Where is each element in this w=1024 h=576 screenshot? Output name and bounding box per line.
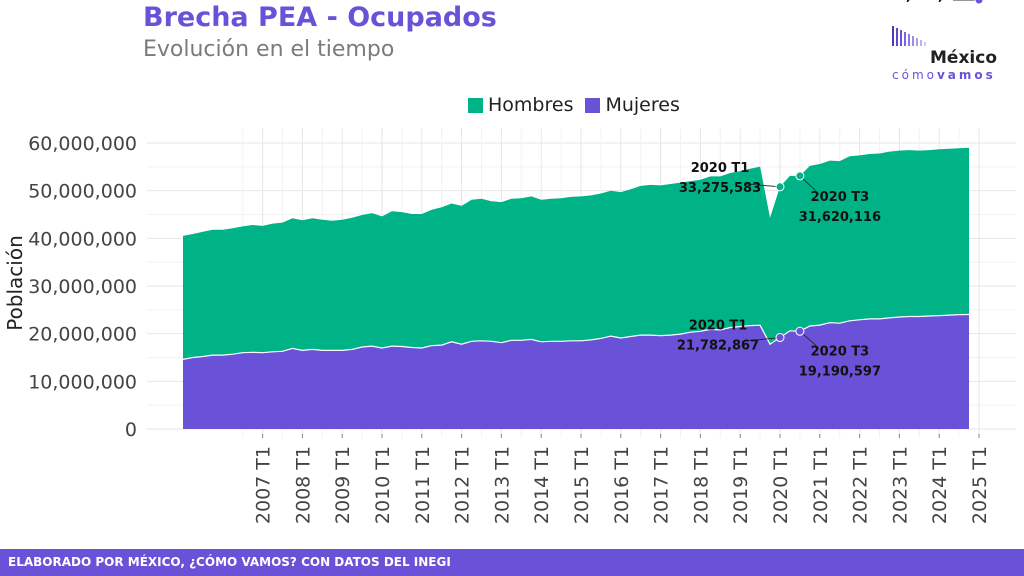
line-mujeres (182, 313, 970, 360)
logo-text-mexico: México (930, 48, 997, 68)
annotation-point (775, 333, 785, 343)
annotation-period: 2020 T1 (689, 319, 748, 334)
chart-title: Brecha PEA - Ocupados (143, 2, 497, 33)
x-tick-label: 2010 T1 (372, 446, 394, 524)
x-tick-label: 2008 T1 (292, 446, 314, 524)
annotation-point (974, 0, 984, 5)
annotation-point (795, 326, 805, 336)
annotation-leader (743, 183, 781, 188)
annotation-leader (741, 337, 781, 342)
y-tick-label: 20,000,000 (28, 324, 137, 346)
logo-text-como-vamos: cómovamos (892, 68, 996, 82)
chart-legend: Hombres Mujeres (468, 92, 686, 118)
x-tick-label: 2019 T1 (730, 446, 752, 524)
annotation-period: 2025 T1 (900, 0, 959, 4)
mexico-como-vamos-logo: México cómovamos (892, 24, 1002, 84)
x-tick-label: 2009 T1 (332, 446, 354, 524)
x-tick-label: 2015 T1 (571, 446, 593, 524)
y-axis-label: Población (3, 235, 27, 331)
legend-swatch-mujeres (585, 97, 601, 113)
x-tick-label: 2025 T1 (969, 446, 991, 524)
legend-swatch-hombres (468, 97, 483, 113)
y-tick-label: 40,000,000 (28, 228, 137, 250)
y-tick-label: 60,000,000 (28, 133, 137, 155)
annotation-value: 24,024,874 (888, 0, 970, 4)
x-tick-label: 2016 T1 (611, 446, 633, 524)
annotation-value: 34,976,135 (888, 0, 970, 4)
x-tick-label: 2017 T1 (651, 446, 673, 524)
legend-item-hombres: Hombres (468, 94, 573, 116)
annotation-period: 2020 T3 (811, 344, 870, 359)
x-tick-label: 2018 T1 (690, 446, 712, 524)
x-tick-label: 2022 T1 (850, 446, 872, 524)
y-tick-label: 50,000,000 (28, 181, 137, 203)
area-hombres (183, 147, 969, 360)
annotation-period: 2020 T1 (691, 161, 750, 176)
x-tick-label: 2011 T1 (412, 446, 434, 524)
chart-subtitle: Evolución en el tiempo (143, 37, 395, 62)
annotation-point (775, 182, 785, 192)
legend-label-mujeres: Mujeres (605, 94, 680, 116)
x-tick-label: 2020 T1 (770, 446, 792, 524)
x-tick-label: 2014 T1 (531, 446, 553, 524)
bars-icon (892, 26, 926, 46)
x-tick-label: 2007 T1 (253, 446, 275, 524)
footer-credit: ELABORADO POR MÉXICO, ¿CÓMO VAMOS? CON D… (8, 555, 451, 569)
annotation-value: 33,275,583 (679, 181, 761, 196)
y-tick-label: 30,000,000 (28, 276, 137, 298)
x-tick-label: 2023 T1 (889, 446, 911, 524)
footer-bar: ELABORADO POR MÉXICO, ¿CÓMO VAMOS? CON D… (0, 549, 1024, 576)
x-tick-label: 2012 T1 (452, 446, 474, 524)
legend-label-hombres: Hombres (488, 94, 574, 116)
annotation-period: 2025 T1 (900, 0, 959, 4)
annotation-value: 19,190,597 (799, 364, 881, 379)
x-tick-label: 2013 T1 (491, 446, 513, 524)
y-axis: 0 10,000,000 20,000,000 30,000,000 40,000,00… (28, 133, 137, 441)
y-tick-label: 0 (125, 419, 137, 441)
annotation-point (795, 171, 805, 181)
legend-item-mujeres: Mujeres (585, 94, 680, 116)
stacked-area-chart: 0 10,000,000 20,000,000 30,000,000 40,000,00… (3, 0, 1016, 524)
annotation-period: 2020 T3 (811, 190, 870, 205)
annotation-value: 21,782,867 (677, 339, 759, 354)
annotations: 2020 T1 33,275,583 2020 T3 31,620,116 2025 T… (677, 0, 984, 379)
x-tick-label: 2024 T1 (929, 446, 951, 524)
x-axis: 2007 T1 2008 T1 2009 T1 2010 T1 2011 T1 2012 … (253, 434, 991, 524)
annotation-value: 31,620,116 (799, 210, 881, 225)
x-tick-label: 2021 T1 (810, 446, 832, 524)
y-tick-label: 10,000,000 (28, 371, 137, 393)
